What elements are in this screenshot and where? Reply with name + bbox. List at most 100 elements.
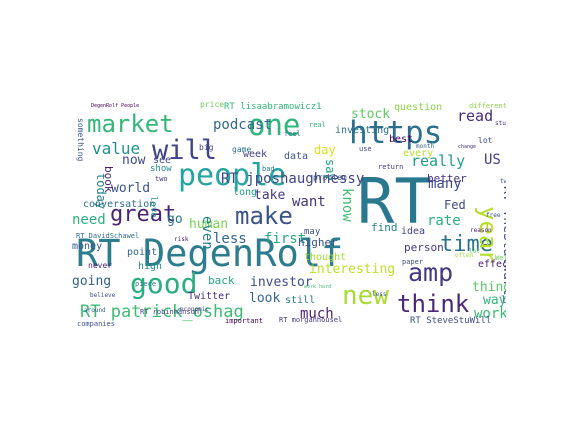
- cloud-word: world: [111, 181, 150, 196]
- cloud-word: RT: [357, 165, 432, 238]
- cloud-word: RT TheStalwart: [500, 186, 506, 296]
- cloud-word: bad: [262, 165, 275, 173]
- cloud-word: lot: [478, 136, 493, 145]
- cloud-word: DegenRolf People: [91, 103, 139, 109]
- cloud-word: say: [323, 159, 337, 181]
- cloud-word: investing: [335, 125, 389, 136]
- cloud-word: podcast: [213, 117, 272, 133]
- cloud-word: money: [72, 241, 102, 252]
- cloud-background: [72, 101, 506, 329]
- cloud-word: RT morganhousel: [279, 316, 342, 324]
- cloud-word: take: [254, 188, 285, 203]
- cloud-word: book: [102, 166, 115, 193]
- cloud-word: something: [76, 118, 85, 162]
- cloud-word: know: [339, 188, 355, 222]
- cloud-word: RT DegenRolf: [76, 232, 343, 275]
- cloud-word: market: [87, 110, 174, 138]
- cloud-word: companies: [77, 320, 115, 328]
- cloud-word: go: [167, 212, 183, 227]
- cloud-word: make: [235, 202, 293, 230]
- cloud-word: feel: [284, 130, 301, 138]
- cloud-word: RT SteveStuWill: [410, 316, 491, 326]
- cloud-word: use: [359, 145, 372, 153]
- cloud-word: way: [483, 293, 506, 308]
- cloud-word: study: [495, 120, 506, 127]
- cloud-word: data: [284, 151, 308, 162]
- cloud-word: first: [264, 231, 306, 247]
- cloud-word: change: [458, 144, 476, 150]
- cloud-word: real: [309, 121, 326, 129]
- cloud-word: today: [94, 173, 108, 209]
- cloud-word: long: [233, 187, 257, 198]
- cloud-word: effect: [478, 259, 506, 270]
- cloud-word: RT patrick_oshag: [80, 302, 244, 322]
- cloud-word: point: [127, 247, 157, 258]
- cloud-word: price: [200, 101, 224, 109]
- cloud-word: problem: [313, 173, 347, 182]
- cloud-word: high: [138, 261, 162, 272]
- cloud-word: people: [178, 158, 286, 193]
- cloud-word: Twitter: [188, 291, 230, 302]
- cloud-word: RT lisaabramowicz1: [224, 102, 322, 112]
- cloud-word: will: [152, 135, 217, 166]
- cloud-word: RT robinhanson: [140, 308, 199, 316]
- cloud-word: RT jposhaughnessy: [221, 171, 364, 187]
- cloud-word: every: [403, 148, 433, 159]
- cloud-word: see: [153, 155, 171, 166]
- cloud-word: back: [208, 274, 235, 287]
- cloud-word: now: [122, 153, 146, 168]
- cloud-word: still: [285, 295, 315, 306]
- cloud-word: interesting: [309, 262, 395, 277]
- cloud-word: https: [349, 115, 442, 151]
- cloud-word: free: [486, 212, 501, 219]
- cloud-word: economic: [180, 306, 209, 313]
- cloud-word: life: [501, 295, 506, 306]
- cloud-word: better: [427, 172, 467, 185]
- cloud-word: conversation: [83, 199, 155, 210]
- cloud-word: one: [248, 108, 300, 142]
- cloud-word: find: [371, 221, 398, 234]
- cloud-word: piece: [135, 280, 156, 288]
- cloud-word: month: [416, 143, 434, 150]
- cloud-word: Well: [495, 254, 506, 262]
- cloud-word: idea: [401, 226, 425, 237]
- cloud-word: really: [411, 152, 465, 170]
- cloud-word: Fed: [444, 198, 466, 212]
- cloud-word: work: [474, 306, 506, 322]
- cloud-word: lot: [469, 248, 480, 255]
- cloud-word: risk: [174, 236, 189, 243]
- cloud-word: big: [199, 143, 214, 152]
- cloud-word: read: [457, 107, 493, 125]
- cloud-word: good: [130, 267, 197, 300]
- cloud-word: show: [150, 164, 172, 174]
- cloud-word: believe: [90, 292, 116, 299]
- cloud-word: week: [243, 149, 267, 160]
- cloud-word: person: [404, 241, 444, 254]
- cloud-word: work hard: [304, 284, 331, 290]
- cloud-word: day: [314, 143, 336, 157]
- cloud-word: less: [372, 291, 387, 298]
- cloud-word: game: [232, 145, 251, 154]
- cloud-word: going: [72, 274, 111, 289]
- cloud-word: stock: [351, 107, 390, 122]
- cloud-word: year: [474, 206, 502, 264]
- cloud-word: reason: [470, 227, 492, 234]
- cloud-word: even: [199, 216, 215, 250]
- cloud-word: return: [378, 163, 403, 171]
- cloud-word: RT DavidSchawel: [76, 232, 139, 240]
- cloud-word: value: [92, 139, 140, 158]
- cloud-word: investor: [250, 275, 313, 290]
- cloud-word: time: [440, 232, 493, 257]
- cloud-word: question: [394, 102, 442, 113]
- cloud-word: think: [397, 290, 470, 318]
- cloud-word: thing: [472, 280, 506, 295]
- cloud-word: rate: [427, 213, 461, 229]
- cloud-word: often: [455, 252, 473, 259]
- cloud-word: tweet: [500, 178, 506, 185]
- cloud-word: higher: [298, 236, 338, 249]
- cloud-word: around: [84, 307, 106, 314]
- cloud-word: need: [72, 212, 106, 228]
- cloud-word: best: [389, 134, 413, 145]
